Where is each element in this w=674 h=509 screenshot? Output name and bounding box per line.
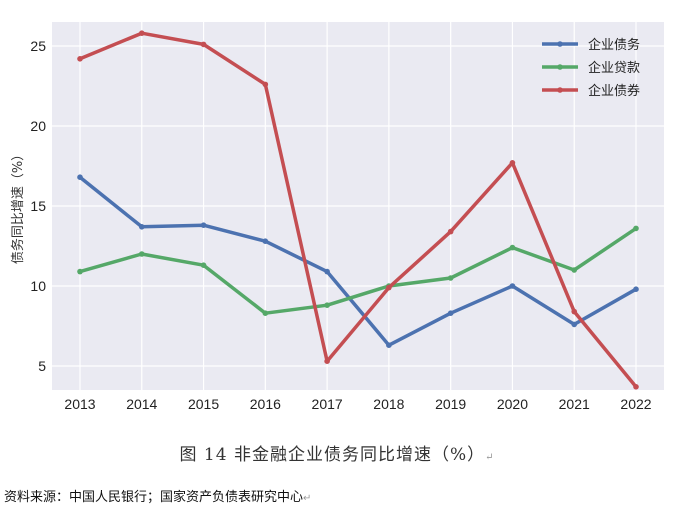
legend-marker <box>557 41 563 47</box>
source-note: 资料来源：中国人民银行；国家资产负债表研究中心↵ <box>4 486 311 505</box>
x-tick-label: 2022 <box>620 396 651 412</box>
caption-text: 图 14 非金融企业债务同比增速（%） <box>179 445 486 465</box>
source-text: 资料来源：中国人民银行；国家资产负债表研究中心 <box>4 490 304 505</box>
data-point <box>200 41 207 48</box>
data-point <box>77 268 83 275</box>
data-point <box>509 283 516 289</box>
y-tick-label: 20 <box>30 118 46 134</box>
data-point <box>324 358 330 365</box>
caption-return-mark: ↵ <box>485 452 495 463</box>
series-group <box>77 30 639 390</box>
data-point <box>447 275 454 281</box>
data-point <box>509 244 516 251</box>
y-tick-label: 15 <box>30 198 46 214</box>
y-tick-label: 10 <box>30 278 46 294</box>
legend-marker <box>557 64 563 70</box>
x-tick-label: 2021 <box>559 396 590 412</box>
source-return-mark: ↵ <box>303 493 312 504</box>
series-line <box>78 175 638 347</box>
data-point <box>138 224 145 230</box>
figure-caption: 图 14 非金融企业债务同比增速（%）↵ <box>0 440 674 465</box>
data-point <box>386 284 392 291</box>
data-point <box>447 310 454 317</box>
data-point <box>200 222 207 228</box>
data-point <box>633 225 639 232</box>
x-axis-ticks: 2013 2014 2015 2016 2017 2018 2019 2020 2021 2022 <box>64 396 651 412</box>
data-point <box>262 81 269 88</box>
data-point <box>262 238 269 244</box>
legend-label: 企业债券 <box>588 83 640 99</box>
x-tick-label: 2014 <box>126 396 157 412</box>
legend-marker <box>557 87 563 93</box>
data-point <box>77 56 83 62</box>
data-point <box>200 262 207 269</box>
series-line <box>78 226 638 315</box>
data-point <box>571 267 578 273</box>
data-point <box>324 268 330 275</box>
data-point <box>509 160 516 166</box>
data-point <box>571 321 578 328</box>
data-point <box>386 342 392 349</box>
y-tick-label: 5 <box>38 358 46 374</box>
series-line <box>78 31 638 389</box>
x-tick-label: 2018 <box>373 396 404 412</box>
legend-label: 企业贷款 <box>588 60 640 76</box>
data-point <box>633 384 639 390</box>
y-axis-label: 债务同比增速（%） <box>10 148 26 264</box>
data-point <box>633 286 639 293</box>
y-axis-ticks: 5 10 15 20 25 <box>30 38 46 374</box>
legend-label: 企业债务 <box>588 37 640 53</box>
data-point <box>447 228 454 235</box>
data-point <box>138 30 145 36</box>
x-tick-label: 2019 <box>435 396 466 412</box>
y-tick-label: 25 <box>30 38 46 54</box>
x-tick-label: 2013 <box>64 396 95 412</box>
data-point <box>324 302 330 309</box>
data-point <box>571 308 578 315</box>
x-tick-label: 2017 <box>312 396 343 412</box>
data-point <box>138 251 145 257</box>
x-tick-label: 2015 <box>188 396 219 412</box>
data-point <box>77 174 83 180</box>
data-point <box>262 310 269 317</box>
x-tick-label: 2016 <box>250 396 281 412</box>
x-tick-label: 2020 <box>497 396 528 412</box>
